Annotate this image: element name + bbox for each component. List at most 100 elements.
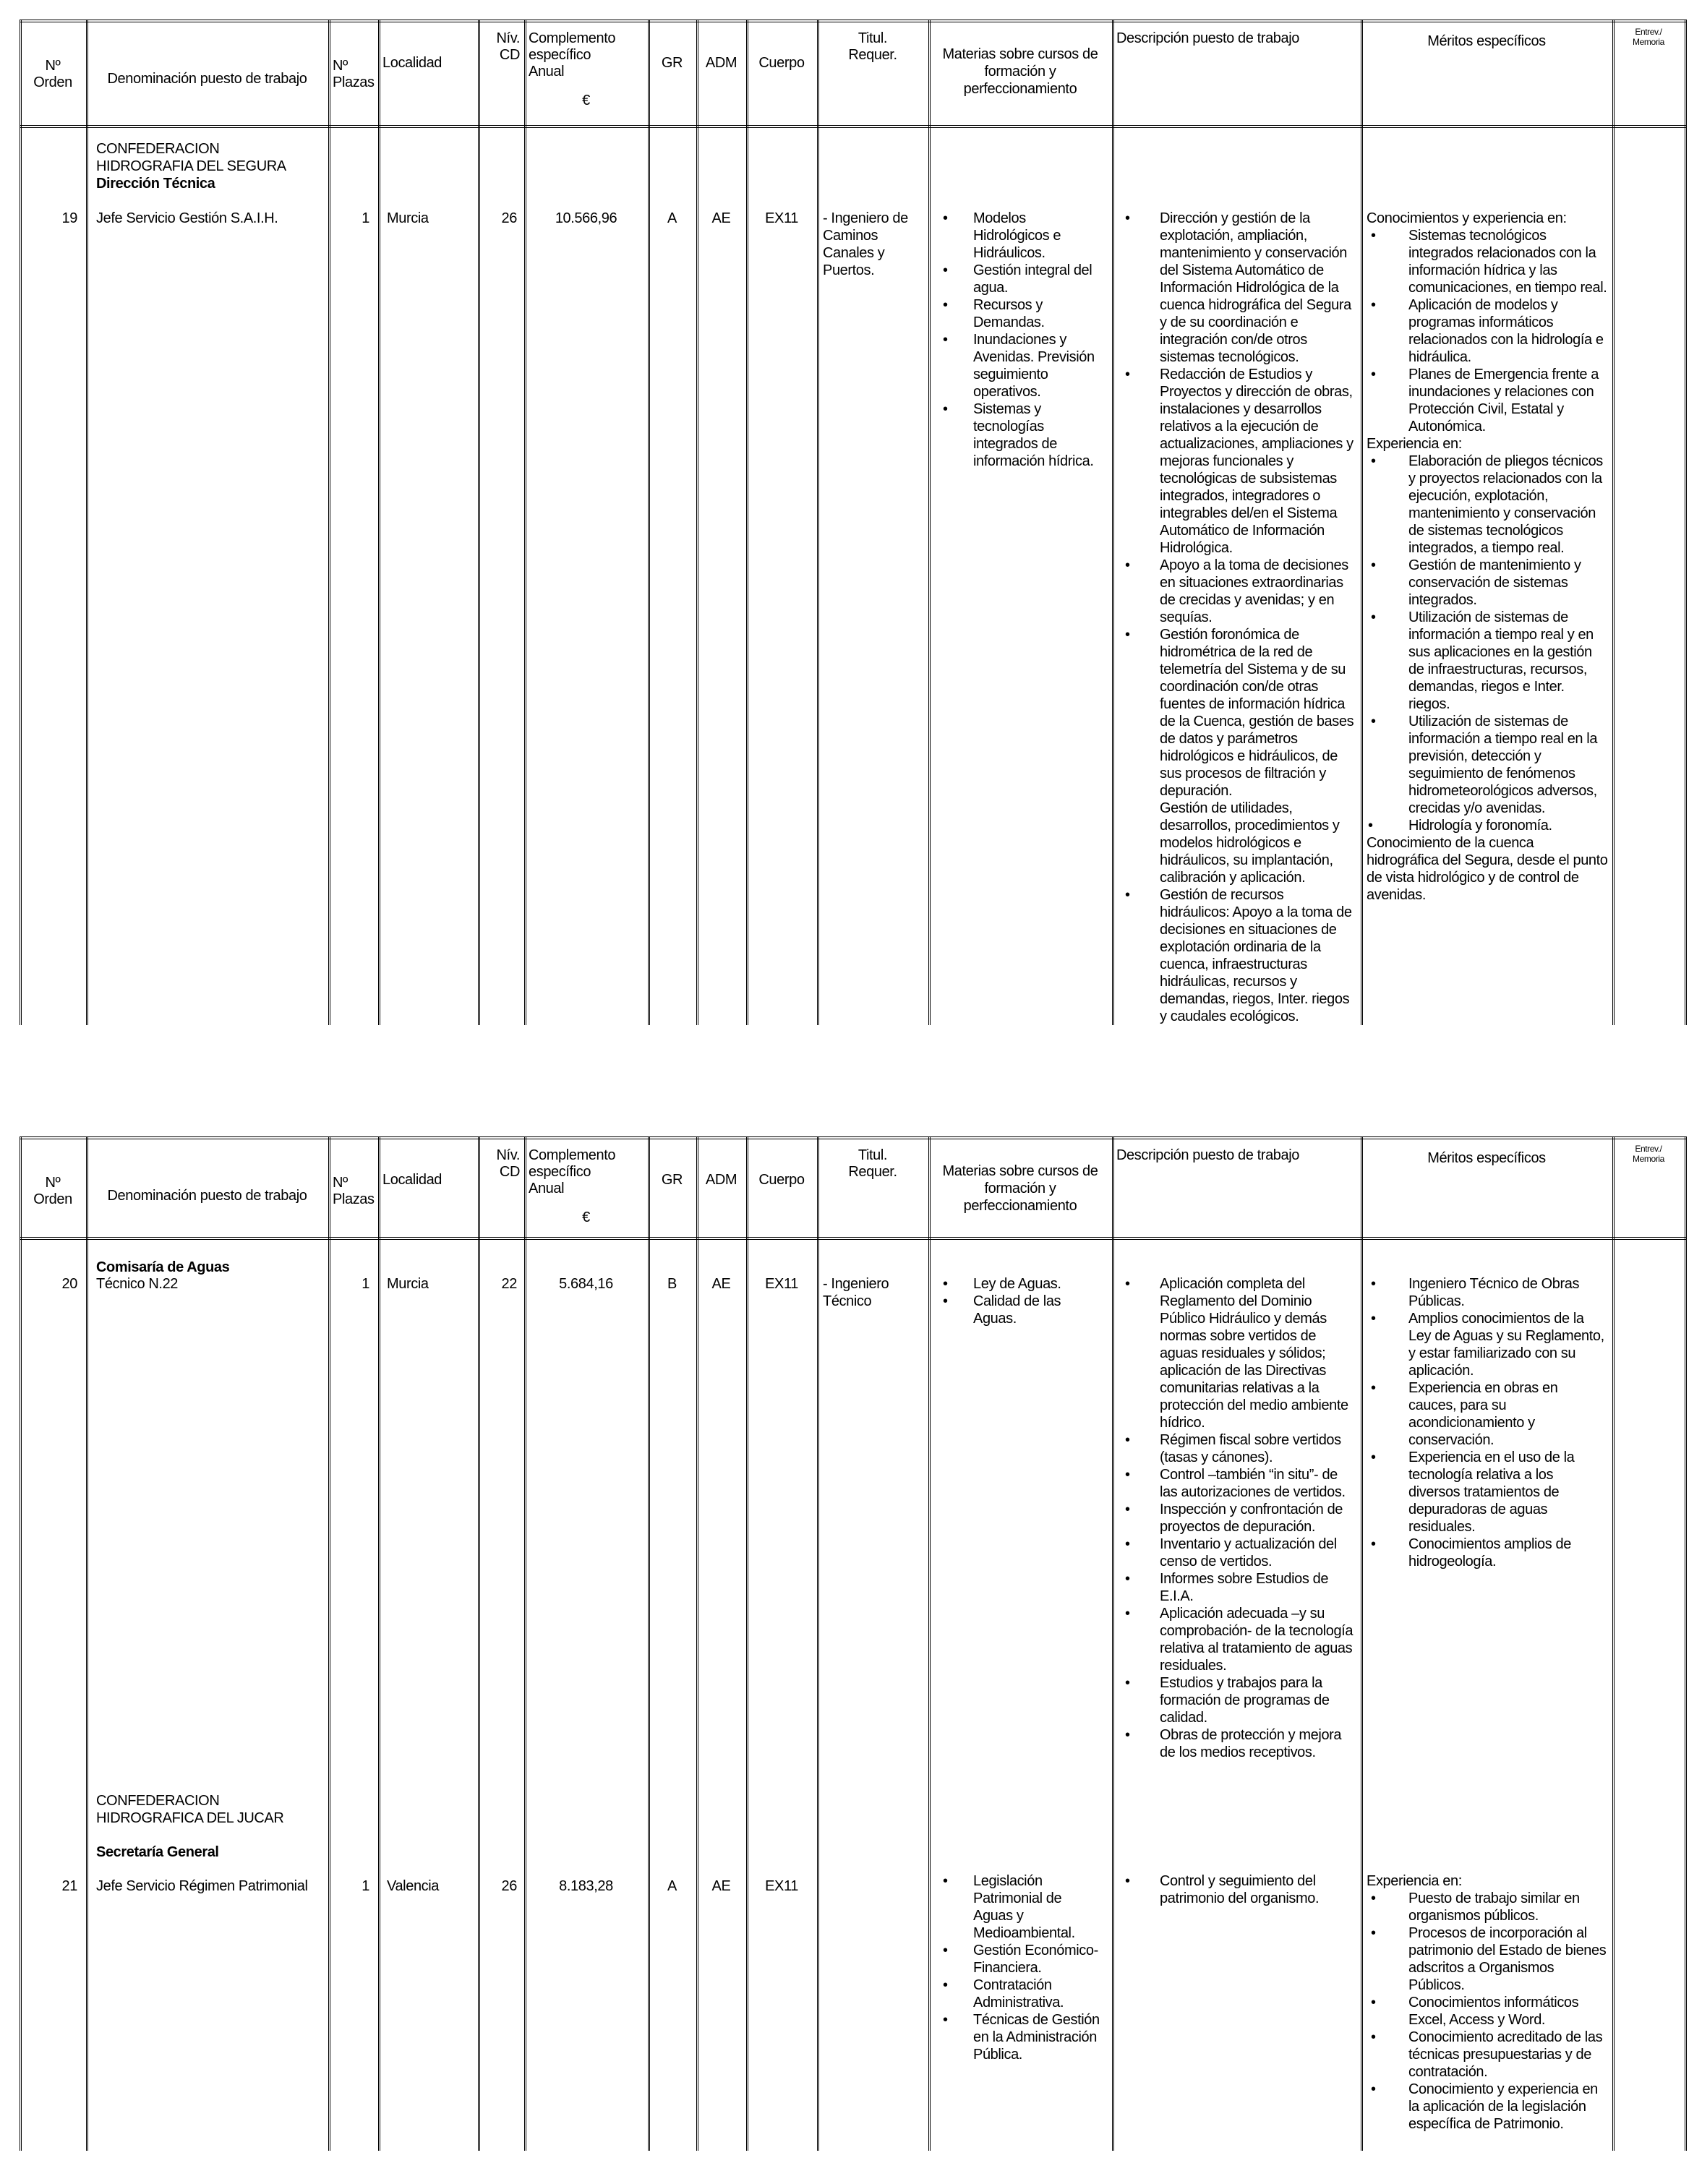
list-item: • Utilización de sistemas de información …	[1361, 713, 1612, 817]
cell-denominacion: Jefe Servicio Régimen Patrimonial	[96, 1878, 308, 1894]
list-meritos: Experiencia en: • Puesto de trabajo simila…	[1361, 1872, 1612, 2133]
header-gr: GR	[661, 55, 683, 71]
column-divider	[328, 1136, 330, 2151]
list-item: • Contratación Administrativa.	[928, 1977, 1112, 2011]
bullet-icon: •	[943, 401, 948, 417]
bullet-icon: •	[1371, 1925, 1376, 1941]
list-item: Experiencia en:	[1361, 1872, 1612, 1890]
header-adm: ADM	[705, 55, 737, 71]
list-item-text: Redacción de Estudios y Proyectos y dire…	[1160, 367, 1354, 556]
cell-complemento: 10.566,96	[555, 210, 617, 226]
bullet-icon: •	[1125, 1675, 1130, 1691]
bullet-icon: •	[1371, 714, 1376, 729]
header-localidad: Localidad	[382, 1172, 442, 1188]
list-item: Experiencia en:	[1361, 435, 1612, 453]
list-item-text: Puesto de trabajo similar en organismos …	[1408, 1890, 1580, 1924]
cell-localidad: Valencia	[387, 1878, 440, 1894]
header-meritos: Méritos específicos	[1427, 1150, 1546, 1166]
header-orden: Orden	[33, 74, 72, 90]
bullet-icon: •	[1371, 1449, 1376, 1465]
list-item: Conocimientos y experiencia en:	[1361, 210, 1612, 227]
column-divider	[524, 20, 526, 1025]
bullet-icon: •	[943, 1977, 948, 1993]
cell-titulacion: - Ingeniero Técnico	[823, 1276, 889, 1309]
column-divider	[478, 1136, 480, 2151]
column-divider	[817, 1136, 819, 2151]
header-complemento: Complemento	[529, 30, 616, 46]
column-divider	[696, 1136, 698, 2151]
bullet-icon: •	[1125, 1502, 1130, 1517]
list-item-text: Utilización de sistemas de información a…	[1408, 609, 1594, 712]
list-item-text: Aplicación completa del Reglamento del D…	[1160, 1276, 1348, 1431]
list-item-text: Gestión de utilidades, desarrollos, proc…	[1160, 800, 1340, 886]
header-plazas: Nº	[333, 1175, 348, 1191]
list-item-text: Planes de Emergencia frente a inundacion…	[1408, 367, 1599, 434]
list-item: • Conocimientos informáticos Excel, Acces…	[1361, 1994, 1612, 2029]
list-item: • Gestión de mantenimiento y conservación…	[1361, 557, 1612, 609]
list-item-text: Inundaciones y Avenidas. Previsión segui…	[973, 332, 1095, 400]
list-item-text: Conocimientos y experiencia en:	[1367, 210, 1567, 226]
cell-denominacion: Jefe Servicio Gestión S.A.I.H.	[96, 210, 278, 226]
header-cuerpo: Cuerpo	[758, 1172, 805, 1188]
list-item: • Aplicación de modelos y programas infor…	[1361, 296, 1612, 366]
list-descripcion: • Aplicación completa del Reglamento del …	[1112, 1275, 1361, 1761]
list-item: • Régimen fiscal sobre vertidos (tasas y …	[1112, 1431, 1361, 1466]
list-item: • Aplicación completa del Reglamento del …	[1112, 1275, 1361, 1431]
column-divider	[86, 1136, 88, 2151]
bullet-icon: •	[1371, 367, 1376, 382]
header-nivel-cd: Nív.	[496, 1147, 521, 1163]
header-entrevista: Memoria	[1633, 37, 1664, 47]
list-item: • Procesos de incorporación al patrimonio…	[1361, 1924, 1612, 1994]
bullet-icon: •	[1125, 1606, 1130, 1622]
cell-plazas: 1	[362, 1276, 369, 1292]
column-divider	[746, 1136, 748, 2151]
column-divider	[478, 20, 480, 1025]
bullet-icon: •	[1125, 1571, 1130, 1587]
column-divider	[86, 20, 88, 1025]
cell-nivel-cd: 26	[501, 210, 518, 226]
list-item: • Ingeniero Técnico de Obras Públicas.	[1361, 1275, 1612, 1310]
column-divider	[20, 20, 22, 1025]
header-complemento-unit: €	[582, 1209, 590, 1225]
bullet-icon: •	[1125, 367, 1130, 382]
column-divider	[1612, 20, 1615, 1025]
cell-cuerpo: EX11	[765, 210, 798, 226]
column-divider	[648, 20, 650, 1025]
column-divider	[928, 1136, 931, 2151]
header-complemento: específico	[529, 1164, 591, 1180]
list-item-text: Experiencia en:	[1367, 436, 1462, 452]
list-descripcion: • Dirección y gestión de la explotación, …	[1112, 210, 1361, 1025]
cell-complemento: 8.183,28	[559, 1878, 613, 1894]
cell-complemento: 5.684,16	[559, 1276, 613, 1292]
cell-orden: 21	[61, 1878, 78, 1894]
header-plazas: Plazas	[333, 74, 375, 90]
list-item: • Sistemas y tecnologías integrados de in…	[928, 401, 1112, 470]
cell-orden: 19	[61, 210, 78, 226]
list-item-text: Gestión de mantenimiento y conservación …	[1408, 557, 1581, 608]
list-item-text: Aplicación adecuada –y su comprobación- …	[1160, 1606, 1354, 1674]
header-titulacion: Titul.	[858, 1147, 888, 1163]
header-complemento: específico	[529, 47, 591, 63]
header-localidad: Localidad	[382, 55, 442, 71]
list-item: Gestión de utilidades, desarrollos, proc…	[1112, 800, 1361, 886]
list-item-text: Obras de protección y mejora de los medi…	[1160, 1727, 1342, 1760]
bullet-icon: •	[1371, 453, 1376, 469]
list-item: • Calidad de las Aguas.	[928, 1293, 1112, 1327]
cell-adm: AE	[711, 210, 731, 226]
list-item-text: Modelos Hidrológicos e Hidráulicos.	[973, 210, 1061, 261]
list-materias: • Ley de Aguas. • Calidad de las Aguas.	[928, 1275, 1112, 1327]
list-item-text: Recursos y Demandas.	[973, 297, 1045, 330]
column-divider	[1685, 1136, 1687, 2151]
list-item-text: Experiencia en:	[1367, 1873, 1462, 1889]
header-nivel-cd: CD	[499, 1164, 520, 1180]
column-divider	[696, 20, 698, 1025]
list-materias: • Modelos Hidrológicos e Hidráulicos. • Ges…	[928, 210, 1112, 470]
list-item-text: Régimen fiscal sobre vertidos (tasas y c…	[1160, 1432, 1341, 1465]
header-orden: Orden	[33, 1191, 72, 1207]
list-item-text: Procesos de incorporación al patrimonio …	[1408, 1925, 1607, 1993]
bullet-icon: •	[943, 332, 948, 348]
list-item: • Puesto de trabajo similar en organismos…	[1361, 1890, 1612, 1924]
bullet-icon: •	[943, 1873, 948, 1889]
column-divider	[328, 20, 330, 1025]
